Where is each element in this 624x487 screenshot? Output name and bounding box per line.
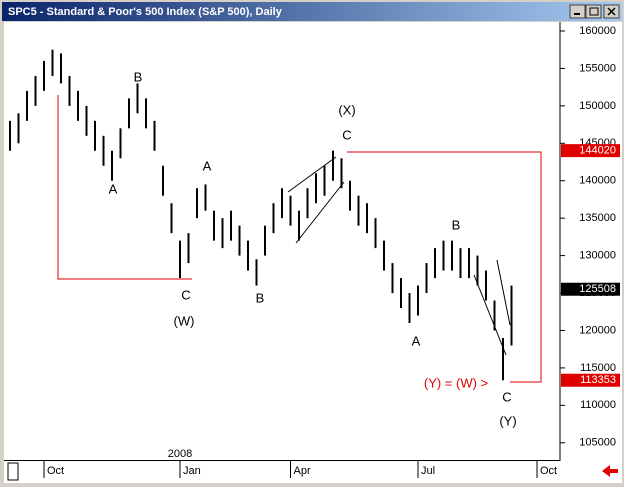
- maximize-button[interactable]: [585, 4, 602, 19]
- x-tick-label: Jul: [421, 465, 435, 477]
- trendline: [496, 259, 511, 326]
- window-buttons[interactable]: [569, 4, 620, 19]
- y-tick-label: 140000: [579, 175, 616, 187]
- x-tick-label: Oct: [47, 465, 64, 477]
- wave-label: B: [452, 217, 461, 232]
- wave-label: (W): [174, 313, 195, 328]
- x-tick-label: Apr: [294, 465, 311, 477]
- price-label: 144020: [579, 145, 616, 157]
- icon: [607, 7, 616, 16]
- price-label-box: [561, 282, 620, 296]
- x-tick-label: Oct: [540, 465, 557, 477]
- box: [347, 151, 542, 383]
- year-label: 2008: [168, 448, 192, 460]
- window-title: SPC5 - Standard & Poor's 500 Index (S&P …: [8, 6, 283, 18]
- trendline: [287, 156, 337, 193]
- scroll-box[interactable]: [7, 462, 19, 481]
- wave-label: (X): [338, 102, 355, 117]
- title-bar: [2, 2, 622, 21]
- y-tick-label: 155000: [579, 62, 616, 74]
- wave-label: C: [181, 287, 190, 302]
- y-tick-label: 130000: [579, 250, 616, 262]
- y-tick-label: 135000: [579, 212, 616, 224]
- x-tick-label: Jan: [183, 465, 201, 477]
- icon: [589, 7, 599, 16]
- wave-label: A: [109, 181, 118, 196]
- plot-background: [4, 22, 622, 461]
- y-tick-label: 120000: [579, 324, 616, 336]
- price-label: 125508: [579, 283, 616, 295]
- y-tick-label: 105000: [579, 437, 616, 449]
- wave-label: C: [502, 389, 511, 404]
- price-label: 113353: [580, 374, 616, 386]
- price-label-box: [561, 144, 620, 158]
- y-tick-label: 150000: [579, 100, 616, 112]
- y-tick-label: 110000: [580, 399, 616, 411]
- wave-label: (Y): [499, 413, 516, 428]
- wave-label: A: [203, 158, 212, 173]
- wave-label: (Y) = (W) >: [424, 375, 488, 390]
- wave-label: B: [134, 69, 143, 84]
- wave-label: C: [342, 127, 351, 142]
- red-boxes: [57, 95, 542, 383]
- wave-label: A: [412, 333, 421, 348]
- trendline: [295, 181, 345, 244]
- trendlines: [287, 156, 511, 356]
- wave-label: B: [256, 290, 265, 305]
- scroll-arrow[interactable]: [602, 465, 618, 477]
- y-tick-label: 115000: [580, 362, 616, 374]
- price-label-box: [561, 373, 620, 387]
- x-axis-strip: [4, 461, 622, 483]
- box: [57, 95, 192, 280]
- y-tick-label: 160000: [579, 25, 616, 37]
- minimize-button[interactable]: [569, 4, 586, 19]
- trendline: [473, 274, 507, 356]
